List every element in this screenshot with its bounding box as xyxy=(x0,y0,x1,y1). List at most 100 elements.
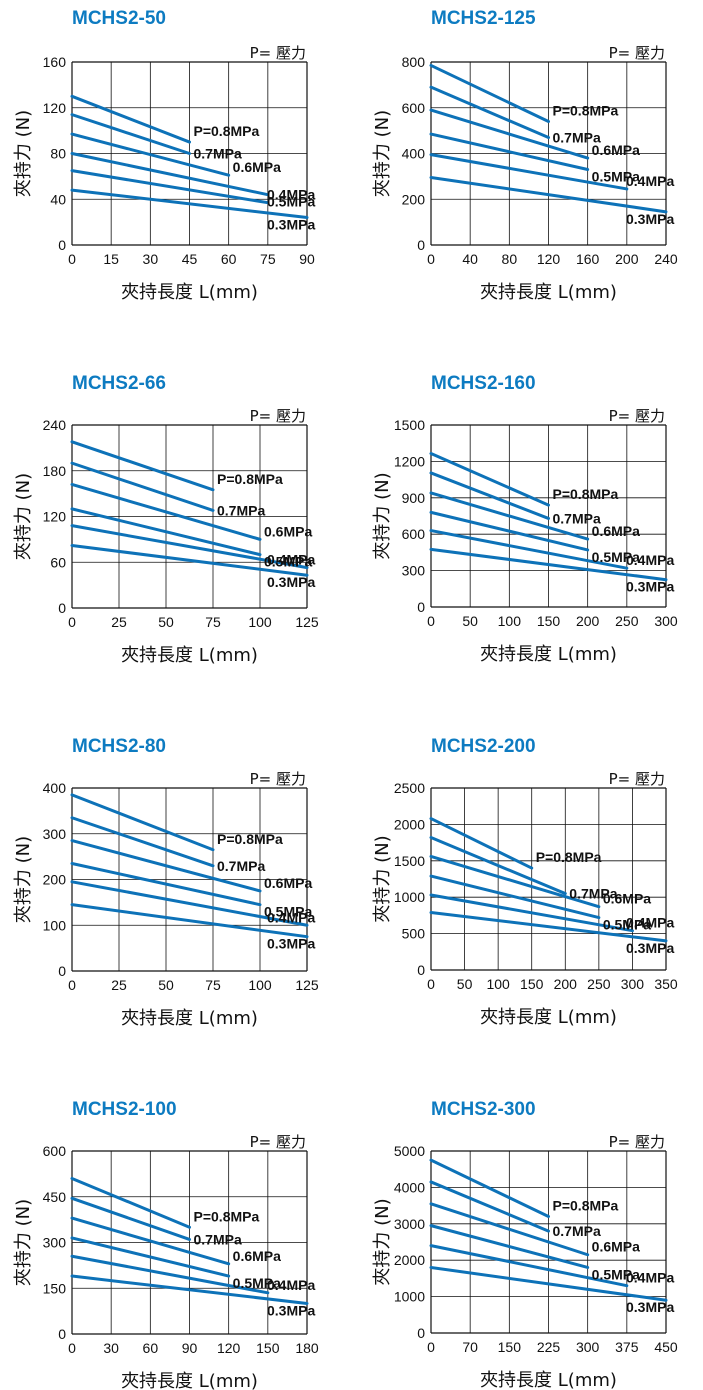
series-label-3: 0.6MPa xyxy=(264,875,312,891)
series-line-2 xyxy=(429,471,550,520)
x-tick-label: 120 xyxy=(537,251,561,267)
series-line-4 xyxy=(429,132,590,172)
series-line-6 xyxy=(429,547,668,582)
x-tick-label: 0 xyxy=(68,614,76,630)
series-line-1 xyxy=(429,1158,550,1219)
series-line-4 xyxy=(70,152,270,197)
series-label-4: 0.5MPa xyxy=(267,194,315,210)
x-tick-label: 150 xyxy=(498,1339,522,1355)
pressure-legend: P= 壓力 xyxy=(250,44,306,62)
series-label-5: 0.4MPa xyxy=(626,552,674,568)
y-tick-label: 300 xyxy=(43,826,67,842)
x-tick-label: 240 xyxy=(654,251,678,267)
series-line-5 xyxy=(70,880,309,927)
y-tick-label: 600 xyxy=(43,1143,67,1159)
x-tick-label: 25 xyxy=(111,614,127,630)
series-label-4: 0.5MPa xyxy=(592,1266,640,1282)
y-tick-label: 120 xyxy=(43,100,67,116)
y-tick-label: 120 xyxy=(43,509,67,525)
series-label-1: P=0.8MPa xyxy=(553,1198,619,1214)
y-tick-label: 300 xyxy=(43,1235,67,1251)
series-line-4 xyxy=(70,861,262,907)
y-tick-label: 800 xyxy=(402,54,426,70)
x-tick-label: 50 xyxy=(158,614,174,630)
y-tick-label: 0 xyxy=(58,1326,66,1342)
y-tick-label: 400 xyxy=(43,780,67,796)
x-tick-label: 0 xyxy=(427,251,435,267)
x-tick-label: 0 xyxy=(68,977,76,993)
y-axis-label: 夾持力 (N) xyxy=(372,110,393,197)
y-axis-label: 夾持力 (N) xyxy=(13,1199,34,1286)
y-tick-label: 600 xyxy=(402,526,426,542)
series-label-4: 0.5MPa xyxy=(233,1275,281,1291)
y-tick-label: 60 xyxy=(50,554,66,570)
series-label-6: 0.3MPa xyxy=(626,940,674,956)
chart-title: MCHS2-125 xyxy=(431,8,536,29)
chart-mchs2-100: MCHS2-100 P= 壓力 0 30 60 90 120 150 180 0 150 300 450… xyxy=(13,1099,319,1390)
x-axis-label: 夾持長度 L(mm) xyxy=(480,1370,617,1390)
x-tick-label: 200 xyxy=(615,251,639,267)
chart-mchs2-125: MCHS2-125 P= 壓力 0 40 80 120 160 200 240 0 200 400 60… xyxy=(372,8,678,303)
series-line-3 xyxy=(70,1216,231,1266)
series-label-5: 0.4MPa xyxy=(626,915,674,931)
x-tick-label: 75 xyxy=(205,614,221,630)
x-tick-label: 250 xyxy=(615,613,639,629)
series-line-1 xyxy=(429,63,550,123)
y-tick-label: 300 xyxy=(402,563,426,579)
x-tick-label: 80 xyxy=(502,251,518,267)
x-axis-label: 夾持長度 L(mm) xyxy=(480,1007,617,1028)
x-tick-label: 0 xyxy=(68,1340,76,1356)
series-label-5: 0.4MPa xyxy=(626,173,674,189)
series-line-3 xyxy=(429,491,590,541)
series-label-2: 0.7MPa xyxy=(553,510,601,526)
series-line-6 xyxy=(70,903,309,939)
chart-title: MCHS2-50 xyxy=(72,8,166,29)
x-tick-label: 50 xyxy=(462,613,478,629)
series-line-4 xyxy=(429,874,601,920)
x-tick-label: 45 xyxy=(182,251,198,267)
x-tick-label: 125 xyxy=(295,977,319,993)
chart-mchs2-300: MCHS2-300 P= 壓力 0 70 150 225 300 375 450 0 1000 200… xyxy=(372,1099,678,1390)
pressure-legend: P= 壓力 xyxy=(609,407,665,425)
series-line-1 xyxy=(70,793,215,852)
series-label-6: 0.3MPa xyxy=(626,211,674,227)
x-axis-label: 夾持長度 L(mm) xyxy=(121,1371,258,1390)
series-line-3 xyxy=(429,854,601,909)
series-line-2 xyxy=(429,1180,550,1233)
x-tick-label: 60 xyxy=(143,1340,159,1356)
y-tick-label: 0 xyxy=(417,237,425,253)
series-line-6 xyxy=(70,188,309,220)
x-tick-label: 75 xyxy=(260,251,276,267)
y-tick-label: 150 xyxy=(43,1280,67,1296)
series-label-4: 0.5MPa xyxy=(592,169,640,185)
y-axis-label: 夾持力 (N) xyxy=(13,110,34,197)
series-label-2: 0.7MPa xyxy=(553,1223,601,1239)
y-tick-label: 200 xyxy=(402,191,426,207)
chart-mchs2-80: MCHS2-80 P= 壓力 0 25 50 75 100 125 0 100 200 300 400 夾… xyxy=(13,736,319,1029)
series-label-3: 0.6MPa xyxy=(592,523,640,539)
series-label-1: P=0.8MPa xyxy=(217,471,283,487)
x-tick-label: 150 xyxy=(520,976,544,992)
x-tick-label: 250 xyxy=(587,976,611,992)
series-line-4 xyxy=(70,1236,231,1278)
y-tick-label: 3000 xyxy=(394,1216,425,1232)
series-label-2: 0.7MPa xyxy=(217,858,265,874)
chart-mchs2-50: MCHS2-50 P= 壓力 0 15 30 45 60 75 90 0 40 80 120 160 夾持長… xyxy=(13,8,315,303)
x-tick-label: 90 xyxy=(182,1340,198,1356)
y-tick-label: 900 xyxy=(402,490,426,506)
series-label-4: 0.5MPa xyxy=(603,917,651,933)
series-line-5 xyxy=(70,1254,270,1295)
y-tick-label: 1500 xyxy=(394,417,425,433)
y-tick-label: 40 xyxy=(50,191,66,207)
x-tick-label: 0 xyxy=(68,251,76,267)
pressure-legend: P= 壓力 xyxy=(250,770,306,788)
series-label-5: 0.4MPa xyxy=(267,909,315,925)
y-tick-label: 100 xyxy=(43,917,67,933)
y-tick-label: 0 xyxy=(58,600,66,616)
series-line-4 xyxy=(70,507,262,557)
x-tick-label: 150 xyxy=(256,1340,280,1356)
x-tick-label: 450 xyxy=(654,1339,678,1355)
pressure-legend: P= 壓力 xyxy=(609,44,665,62)
series-line-2 xyxy=(429,85,550,139)
